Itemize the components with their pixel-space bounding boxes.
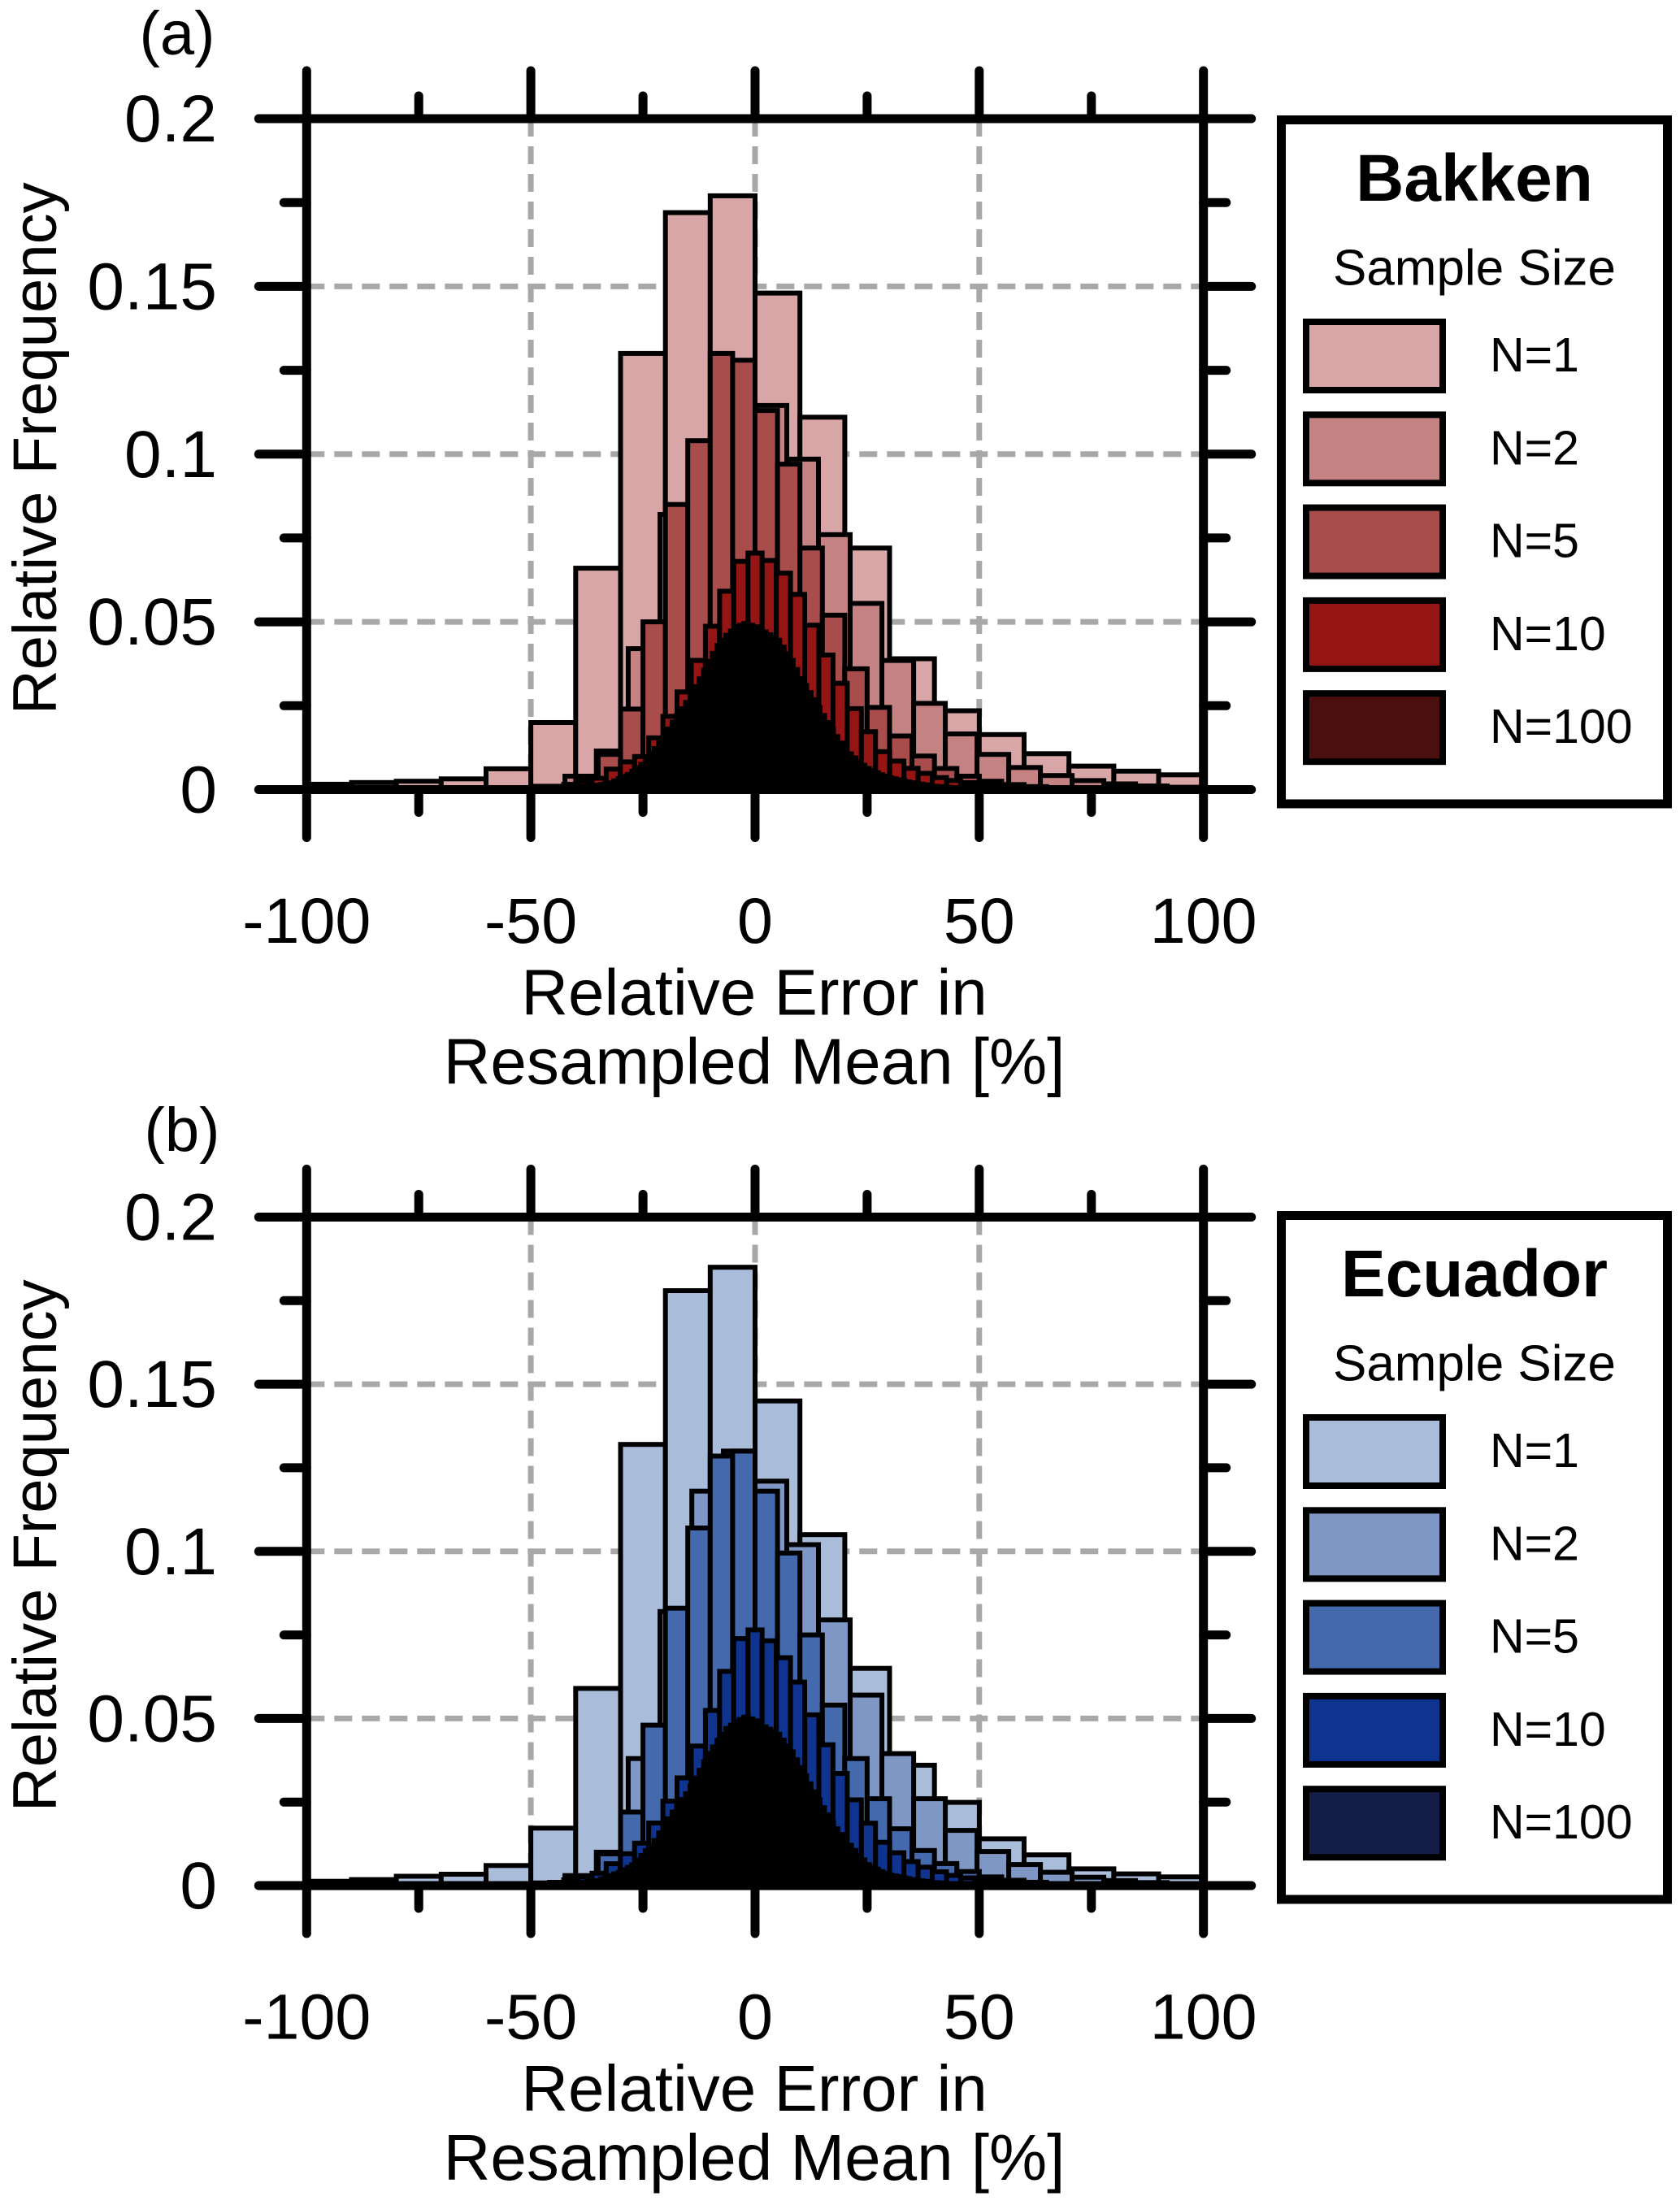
svg-text:50: 50	[944, 884, 1015, 957]
svg-text:-100: -100	[242, 1981, 371, 2053]
svg-text:N=10: N=10	[1490, 607, 1606, 661]
svg-text:-50: -50	[484, 884, 577, 957]
svg-text:0.15: 0.15	[87, 250, 217, 323]
svg-text:(a): (a)	[140, 0, 215, 68]
svg-text:Relative Frequency: Relative Frequency	[1, 182, 70, 714]
svg-text:0: 0	[737, 1981, 773, 2053]
svg-text:0.15: 0.15	[87, 1348, 217, 1422]
svg-text:N=2: N=2	[1490, 421, 1579, 475]
svg-text:Relative Error in: Relative Error in	[521, 957, 988, 1029]
svg-text:N=2: N=2	[1490, 1517, 1579, 1570]
svg-text:N=1: N=1	[1490, 1424, 1579, 1478]
svg-text:N=100: N=100	[1490, 1795, 1633, 1849]
svg-text:50: 50	[944, 1981, 1015, 2053]
svg-text:0.05: 0.05	[87, 585, 217, 659]
svg-text:0: 0	[180, 1849, 217, 1923]
svg-text:0.2: 0.2	[124, 1181, 217, 1255]
svg-text:Sample Size: Sample Size	[1333, 1336, 1616, 1392]
svg-text:N=5: N=5	[1490, 1610, 1579, 1664]
svg-text:N=100: N=100	[1490, 700, 1633, 753]
svg-text:-50: -50	[484, 1981, 577, 2053]
svg-text:Relative Error in: Relative Error in	[521, 2052, 988, 2125]
svg-text:(b): (b)	[145, 1096, 220, 1165]
svg-text:0.1: 0.1	[124, 418, 217, 492]
svg-text:100: 100	[1150, 1981, 1257, 2053]
svg-text:N=5: N=5	[1490, 514, 1579, 568]
svg-text:100: 100	[1150, 884, 1257, 957]
svg-text:0: 0	[737, 884, 773, 957]
svg-text:N=10: N=10	[1490, 1703, 1606, 1756]
svg-text:0.2: 0.2	[124, 82, 217, 156]
svg-text:0: 0	[180, 753, 217, 827]
svg-text:Resampled Mean [%]: Resampled Mean [%]	[444, 2121, 1066, 2194]
svg-text:Ecuador: Ecuador	[1341, 1237, 1608, 1311]
svg-text:Bakken: Bakken	[1356, 141, 1593, 215]
svg-text:Relative Frequency: Relative Frequency	[1, 1279, 70, 1812]
svg-text:-100: -100	[242, 884, 371, 957]
svg-text:0.05: 0.05	[87, 1682, 217, 1756]
svg-text:0.1: 0.1	[124, 1515, 217, 1589]
svg-text:Sample Size: Sample Size	[1333, 241, 1616, 297]
svg-text:Resampled Mean [%]: Resampled Mean [%]	[444, 1026, 1066, 1098]
svg-text:N=1: N=1	[1490, 328, 1579, 382]
